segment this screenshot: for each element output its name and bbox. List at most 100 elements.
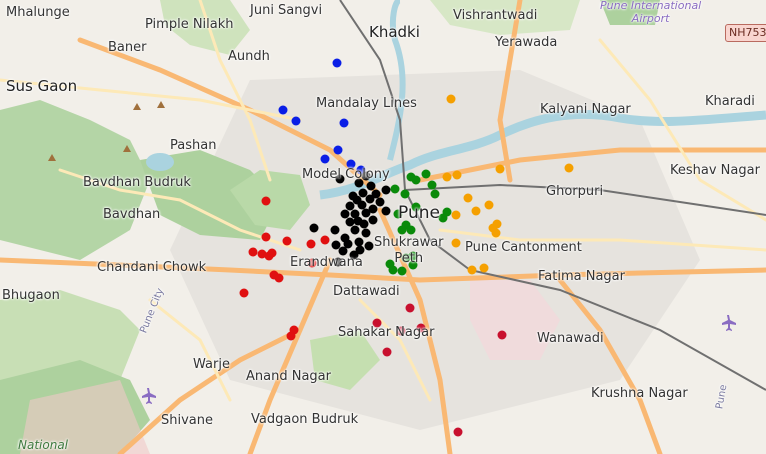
cluster-point[interactable]	[400, 189, 410, 199]
cluster-point[interactable]	[497, 330, 507, 340]
cluster-point[interactable]	[257, 249, 267, 259]
cluster-point[interactable]	[375, 197, 385, 207]
cluster-point[interactable]	[442, 172, 452, 182]
cluster-point[interactable]	[372, 318, 382, 328]
cluster-point[interactable]	[471, 206, 481, 216]
cluster-point[interactable]	[393, 209, 403, 219]
cluster-point[interactable]	[463, 193, 473, 203]
cluster-point[interactable]	[406, 225, 416, 235]
cluster-point[interactable]	[354, 178, 364, 188]
cluster-point[interactable]	[452, 170, 462, 180]
cluster-point[interactable]	[354, 237, 364, 247]
cluster-point[interactable]	[349, 250, 359, 260]
cluster-point[interactable]	[356, 165, 366, 175]
cluster-point[interactable]	[248, 247, 258, 257]
cluster-point[interactable]	[357, 200, 367, 210]
cluster-point[interactable]	[405, 303, 415, 313]
cluster-point[interactable]	[261, 196, 271, 206]
cluster-point[interactable]	[397, 266, 407, 276]
cluster-point[interactable]	[479, 263, 489, 273]
cluster-point[interactable]	[368, 204, 378, 214]
cluster-point[interactable]	[330, 225, 340, 235]
cluster-point[interactable]	[361, 228, 371, 238]
cluster-point[interactable]	[495, 164, 505, 174]
cluster-point[interactable]	[491, 228, 501, 238]
cluster-point[interactable]	[345, 201, 355, 211]
place-label: Khadki	[369, 23, 420, 41]
cluster-point[interactable]	[309, 223, 319, 233]
cluster-point[interactable]	[346, 159, 356, 169]
river	[319, 109, 766, 200]
cluster-point[interactable]	[388, 265, 398, 275]
cluster-point[interactable]	[421, 169, 431, 179]
cluster-point[interactable]	[453, 427, 463, 437]
cluster-point[interactable]	[331, 240, 341, 250]
cluster-point[interactable]	[361, 208, 371, 218]
cluster-point[interactable]	[320, 154, 330, 164]
place-label: Wanawadi	[537, 331, 604, 346]
cluster-point[interactable]	[332, 58, 342, 68]
cluster-point[interactable]	[451, 210, 461, 220]
cluster-point[interactable]	[364, 241, 374, 251]
cluster-point[interactable]	[451, 238, 461, 248]
cluster-point[interactable]	[261, 232, 271, 242]
cluster-point[interactable]	[358, 188, 368, 198]
cluster-point[interactable]	[396, 326, 406, 336]
cluster-point[interactable]	[366, 181, 376, 191]
cluster-point[interactable]	[278, 105, 288, 115]
cluster-point[interactable]	[286, 331, 296, 341]
cluster-point[interactable]	[350, 209, 360, 219]
cluster-point[interactable]	[371, 189, 381, 199]
cluster-point[interactable]	[307, 258, 317, 268]
cluster-point[interactable]	[333, 145, 343, 155]
cluster-point[interactable]	[282, 236, 292, 246]
place-label: Mhalunge	[6, 5, 70, 20]
cluster-point[interactable]	[350, 225, 360, 235]
cluster-point[interactable]	[427, 180, 437, 190]
cluster-point[interactable]	[381, 206, 391, 216]
hill-park	[310, 330, 380, 390]
place-label: Vadgaon Budruk	[251, 412, 359, 427]
cluster-point[interactable]	[274, 273, 284, 283]
cluster-point[interactable]	[239, 288, 249, 298]
cluster-point[interactable]	[411, 175, 421, 185]
lake	[146, 153, 174, 171]
cluster-point[interactable]	[335, 174, 345, 184]
peak-icon	[48, 101, 165, 161]
cluster-point[interactable]	[564, 163, 574, 173]
cluster-point[interactable]	[333, 257, 343, 267]
cluster-point[interactable]	[484, 200, 494, 210]
cluster-point[interactable]	[390, 184, 400, 194]
cluster-point[interactable]	[446, 94, 456, 104]
cluster-point[interactable]	[397, 225, 407, 235]
cluster-point[interactable]	[343, 239, 353, 249]
cluster-point[interactable]	[382, 347, 392, 357]
cluster-point[interactable]	[340, 209, 350, 219]
cluster-point[interactable]	[416, 323, 426, 333]
cluster-point[interactable]	[267, 248, 277, 258]
cluster-point[interactable]	[430, 189, 440, 199]
cluster-point[interactable]	[359, 219, 369, 229]
cluster-point[interactable]	[368, 215, 378, 225]
cluster-point[interactable]	[408, 260, 418, 270]
cluster-point[interactable]	[306, 239, 316, 249]
place-label: Krushna Nagar	[591, 386, 688, 401]
cluster-point[interactable]	[338, 246, 348, 256]
cluster-point[interactable]	[381, 185, 391, 195]
cluster-point[interactable]	[365, 194, 375, 204]
cluster-point[interactable]	[411, 202, 421, 212]
cluster-point[interactable]	[291, 116, 301, 126]
cluster-point[interactable]	[408, 251, 418, 261]
cluster-point[interactable]	[355, 245, 365, 255]
cluster-point[interactable]	[320, 235, 330, 245]
cluster-point[interactable]	[361, 171, 371, 181]
place-label: Yerawada	[495, 35, 558, 50]
cluster-point[interactable]	[401, 253, 411, 263]
cluster-point[interactable]	[438, 213, 448, 223]
cluster-point[interactable]	[339, 118, 349, 128]
place-label: Fatima Nagar	[538, 269, 625, 284]
cluster-point[interactable]	[345, 217, 355, 227]
cluster-point[interactable]	[467, 265, 477, 275]
